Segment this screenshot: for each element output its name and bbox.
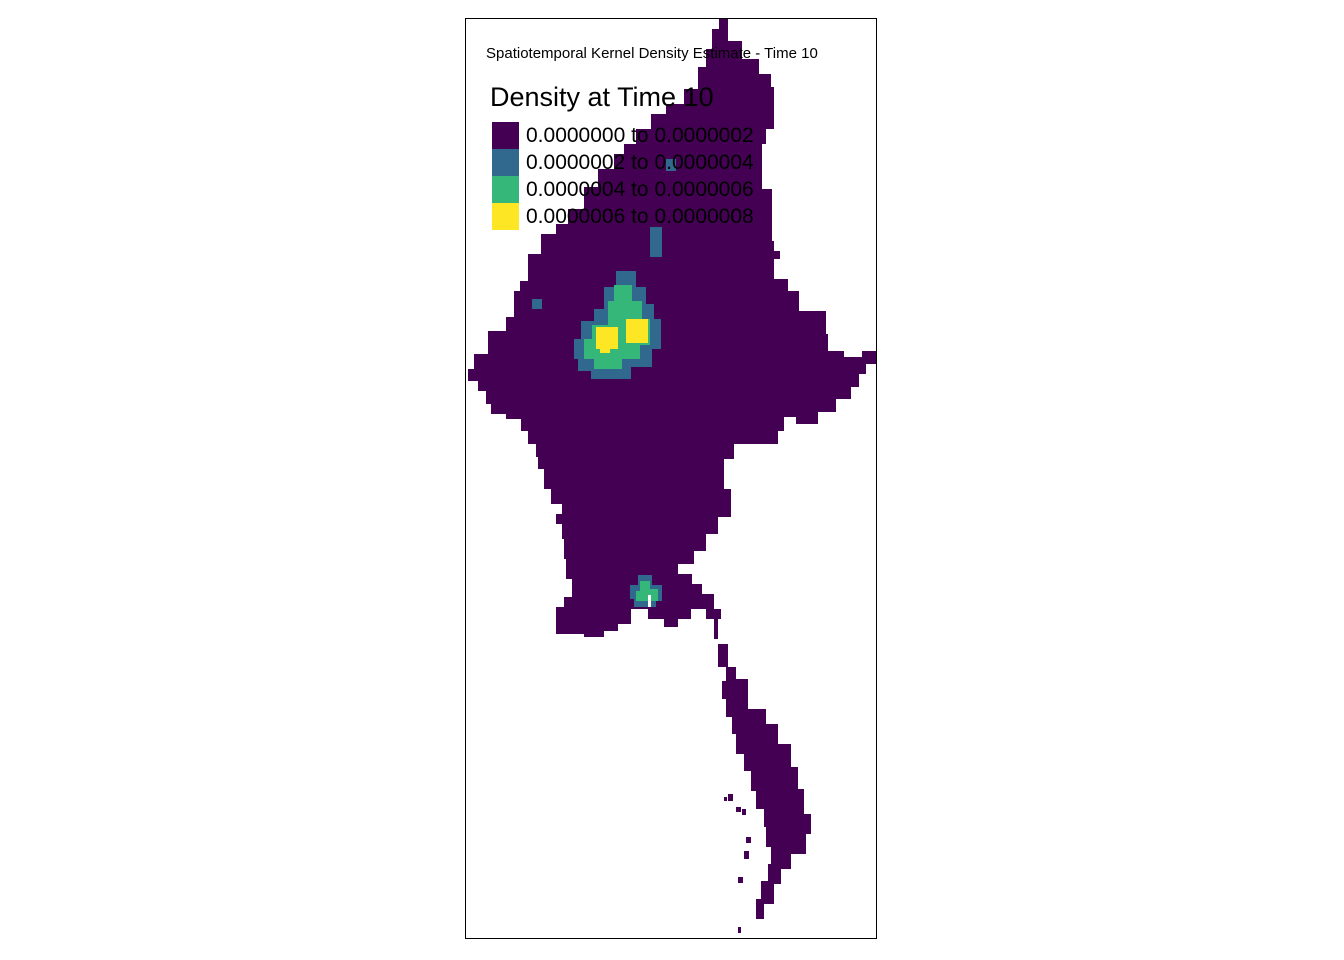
island-pixel bbox=[724, 797, 727, 801]
country-shape bbox=[468, 19, 876, 919]
river-gap bbox=[648, 595, 651, 607]
island-pixel bbox=[738, 877, 743, 883]
legend-swatch bbox=[492, 149, 519, 176]
density-patch-north bbox=[650, 227, 662, 257]
density-patch-north-small bbox=[666, 159, 676, 171]
hotspot-core-right bbox=[626, 319, 648, 343]
legend-label: 0.0000006 to 0.0000008 bbox=[526, 205, 754, 228]
legend-items: 0.0000000 to 0.0000002 0.0000002 to 0.00… bbox=[492, 122, 754, 230]
island-pixel bbox=[746, 837, 751, 843]
hotspot-core-left bbox=[596, 327, 618, 349]
map-panel: Spatiotemporal Kernel Density Estimate -… bbox=[465, 18, 877, 939]
island-pixel bbox=[728, 794, 733, 801]
island-pixel bbox=[738, 927, 741, 933]
density-patch-west bbox=[532, 299, 542, 309]
density-map bbox=[468, 19, 877, 933]
island-pixel bbox=[876, 355, 877, 365]
country-density-raster bbox=[468, 19, 877, 933]
legend-swatch bbox=[492, 203, 519, 230]
legend: Density at Time 10 0.0000000 to 0.000000… bbox=[490, 81, 754, 230]
legend-item: 0.0000002 to 0.0000004 bbox=[492, 149, 754, 176]
island-pixel bbox=[774, 251, 780, 259]
legend-swatch bbox=[492, 176, 519, 203]
legend-item: 0.0000004 to 0.0000006 bbox=[492, 176, 754, 203]
legend-swatch bbox=[492, 122, 519, 149]
legend-title: Density at Time 10 bbox=[490, 82, 714, 112]
legend-label: 0.0000002 to 0.0000004 bbox=[526, 151, 754, 174]
central-hotspot bbox=[574, 271, 661, 379]
legend-item: 0.0000006 to 0.0000008 bbox=[492, 203, 754, 230]
legend-label: 0.0000000 to 0.0000002 bbox=[526, 124, 754, 147]
legend-label: 0.0000004 to 0.0000006 bbox=[526, 178, 754, 201]
island-pixel bbox=[744, 851, 749, 859]
south-ring-class-3 bbox=[636, 581, 658, 601]
island-pixel bbox=[742, 809, 746, 815]
southern-hotspot bbox=[630, 575, 662, 607]
island-pixel bbox=[736, 807, 741, 812]
map-title: Spatiotemporal Kernel Density Estimate -… bbox=[486, 45, 818, 62]
hotspot-core-left-tail bbox=[600, 345, 610, 353]
legend-item: 0.0000000 to 0.0000002 bbox=[492, 122, 754, 149]
